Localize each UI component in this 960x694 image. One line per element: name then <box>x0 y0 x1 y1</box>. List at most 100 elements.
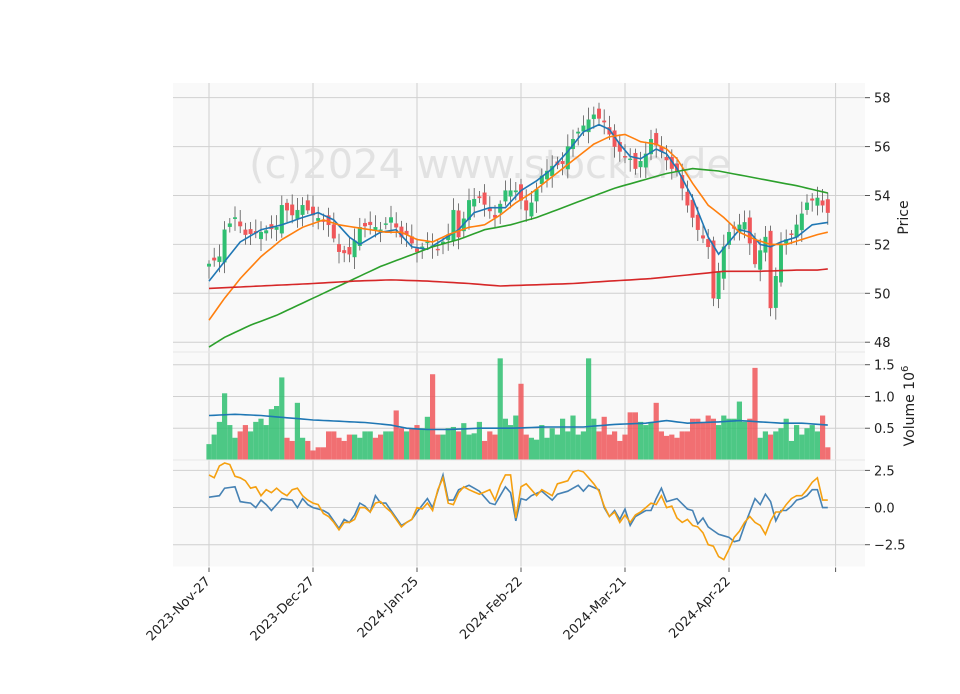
volume-bar <box>700 421 706 460</box>
candle-body <box>248 229 253 235</box>
x-tick-label: 2024-Mar-21 <box>561 574 630 643</box>
candle-body <box>789 233 794 235</box>
candle-body <box>513 190 518 193</box>
volume-bar <box>357 437 363 460</box>
candle-body <box>820 200 825 206</box>
candle-body <box>467 200 472 220</box>
volume-bar <box>398 428 404 460</box>
candle-body <box>363 222 368 227</box>
volume-bar <box>570 415 576 460</box>
x-tick-label: 2023-Dec-27 <box>248 574 318 644</box>
candle-body <box>721 246 726 279</box>
candle-body <box>711 240 716 299</box>
volume-bar <box>435 434 441 460</box>
volume-bar <box>284 437 290 460</box>
volume-bar <box>731 418 737 460</box>
volume-bar <box>679 431 685 460</box>
volume-bar <box>388 431 394 460</box>
volume-bar <box>367 431 373 460</box>
volume-bar <box>216 421 222 460</box>
volume-bar <box>814 431 820 460</box>
volume-bar <box>705 415 711 460</box>
candle-body <box>217 256 222 263</box>
candle-body <box>389 217 394 223</box>
y-tick-label: 54 <box>874 189 891 204</box>
volume-bar <box>736 401 742 460</box>
volume-bar <box>294 402 300 460</box>
y-axis-label-exponent: 6 <box>900 366 911 372</box>
oscillator-line <box>208 471 828 543</box>
volume-bar <box>752 367 758 460</box>
volume-bar <box>799 434 805 460</box>
volume-bar <box>362 431 368 460</box>
volume-bar <box>544 437 550 460</box>
x-tick-label: 2024-Apr-22 <box>666 574 733 641</box>
volume-bar <box>419 428 425 460</box>
candle-body <box>742 222 747 230</box>
volume-bar <box>450 426 456 460</box>
volume-bar <box>383 431 389 460</box>
candle-body <box>206 263 211 267</box>
x-tick-label: 2024-Feb-22 <box>457 574 526 643</box>
volume-bar <box>409 428 415 460</box>
candle-body <box>274 227 279 230</box>
volume-bar <box>617 440 623 460</box>
y-tick-label: 2.5 <box>874 464 895 479</box>
volume-bar <box>315 447 321 460</box>
volume-bar <box>726 418 732 460</box>
candle-body <box>706 239 711 248</box>
moving-average-line <box>208 167 828 348</box>
volume-bar <box>658 431 664 460</box>
volume-bar <box>258 418 264 460</box>
candle-body <box>425 241 430 244</box>
y-tick-label: 48 <box>874 336 891 351</box>
oscillator-line <box>208 462 828 561</box>
volume-bar <box>497 358 503 460</box>
candle-body <box>472 198 477 207</box>
volume-bar <box>695 418 701 460</box>
candle-body <box>581 125 586 132</box>
volume-bar <box>289 440 295 460</box>
candle-body <box>638 161 643 168</box>
candle-body <box>232 217 237 219</box>
volume-bar <box>632 412 638 460</box>
candle-body <box>576 131 581 134</box>
candle-body <box>212 257 217 261</box>
candle-body <box>799 213 804 231</box>
volume-bar <box>690 418 696 460</box>
candle-body <box>477 196 482 199</box>
volume-bar <box>716 425 722 460</box>
candle-body <box>529 202 534 217</box>
volume-bar <box>528 437 534 460</box>
volume-bar <box>549 428 555 460</box>
candle-body <box>524 200 529 211</box>
volume-bar <box>554 434 560 460</box>
candle-body <box>368 221 373 226</box>
volume-bar <box>768 434 774 460</box>
volume-bar <box>211 434 217 460</box>
y-tick-label: −2.5 <box>874 539 906 554</box>
volume-bar <box>414 425 420 460</box>
volume-bar <box>773 431 779 460</box>
volume-bar <box>612 431 618 460</box>
candle-body <box>503 190 508 202</box>
volume-bar <box>393 410 399 460</box>
volume-bar <box>747 418 753 460</box>
volume-bar <box>778 428 784 460</box>
candle-body <box>747 217 752 244</box>
volume-bar <box>742 421 748 460</box>
volume-bar <box>674 437 680 460</box>
volume-bar <box>310 450 316 460</box>
y-axis-label: Price <box>896 200 912 234</box>
volume-bar <box>601 416 607 460</box>
volume-average-line <box>208 413 828 431</box>
candle-body <box>753 239 758 265</box>
volume-bar <box>596 431 602 460</box>
y-tick-label: 52 <box>874 238 891 253</box>
candle-body <box>779 244 784 283</box>
moving-average-line <box>208 268 828 290</box>
candle-body <box>716 272 721 299</box>
volume-bar <box>788 440 794 460</box>
volume-bar <box>440 434 446 460</box>
candle-body <box>602 120 607 123</box>
